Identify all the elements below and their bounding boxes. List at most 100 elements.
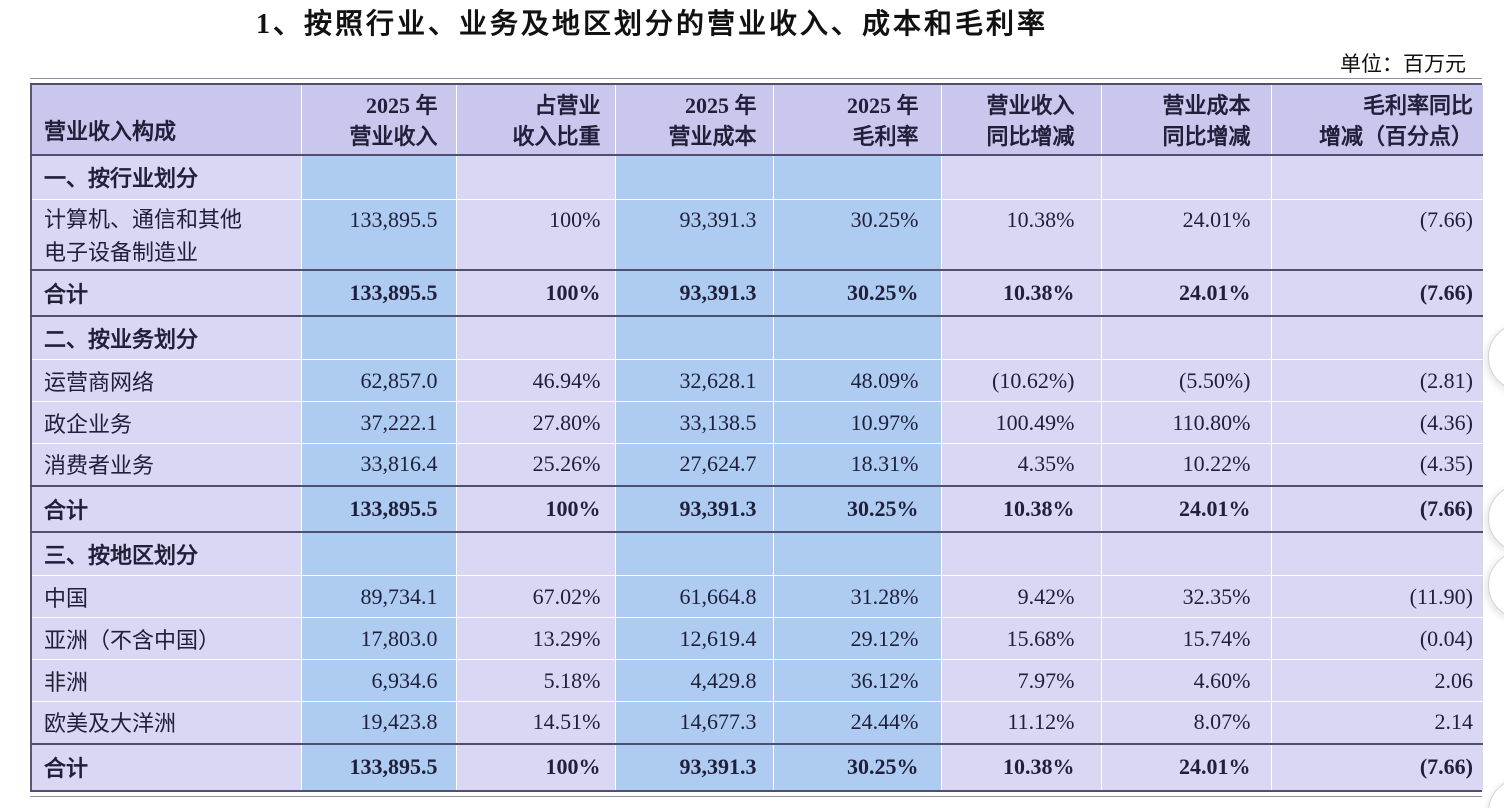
cell-revenue_2025 <box>300 154 456 199</box>
row-label: 消费者业务 <box>31 443 301 486</box>
cell-margin_2025: 30.25% <box>772 742 941 790</box>
section-row: 二、按业务划分 <box>31 314 1483 360</box>
cell-revenue_2025 <box>300 530 456 576</box>
cell-revenue_2025 <box>300 314 456 360</box>
unit-label: 单位：百万元 <box>1340 52 1466 76</box>
cell-margin_yoy: (7.66) <box>1270 198 1483 270</box>
cell-revenue_share: 5.18% <box>455 659 615 702</box>
cell-revenue_share: 100% <box>455 484 615 532</box>
row-label: 计算机、通信和其他 电子设备制造业 <box>31 198 301 270</box>
data-row: 政企业务 37,222.1 27.80% 33,138.5 10.97% 100.49% 1… <box>31 401 1483 444</box>
cell-revenue_2025: 133,895.5 <box>300 268 456 316</box>
cell-revenue_share: 67.02% <box>455 575 615 618</box>
cell-revenue_2025: 62,857.0 <box>300 359 456 402</box>
cell-cost_2025: 93,391.3 <box>614 484 773 532</box>
cell-revenue_share: 100% <box>455 268 615 316</box>
cell-revenue_yoy: 11.12% <box>940 701 1101 744</box>
cell-margin_2025: 10.97% <box>772 401 941 444</box>
row-label: 合计 <box>31 484 301 532</box>
cell-cost_yoy: (5.50%) <box>1100 359 1271 402</box>
section-row: 一、按行业划分 <box>31 154 1483 199</box>
col-header-cost-2025: 2025 年营业成本 <box>614 85 773 156</box>
cell-margin_2025: 36.12% <box>772 659 941 702</box>
cell-margin_yoy: (7.66) <box>1270 484 1483 532</box>
data-row: 非洲 6,934.6 5.18% 4,429.8 36.12% 7.97% 4.60% 2.0… <box>31 659 1483 702</box>
col-header-margin-2025: 2025 年毛利率 <box>772 85 941 156</box>
row-label: 非洲 <box>31 659 301 702</box>
section-row: 三、按地区划分 <box>31 530 1483 576</box>
cell-revenue_2025: 89,734.1 <box>300 575 456 618</box>
cell-revenue_yoy <box>940 314 1101 360</box>
cell-revenue_2025: 17,803.0 <box>300 617 456 660</box>
cell-revenue_2025: 33,816.4 <box>300 443 456 486</box>
cell-margin_yoy: (7.66) <box>1270 268 1483 316</box>
cell-revenue_yoy: 10.38% <box>940 268 1101 316</box>
cell-cost_yoy: 24.01% <box>1100 742 1271 790</box>
data-row: 运营商网络 62,857.0 46.94% 32,628.1 48.09% (10.62%… <box>31 359 1483 402</box>
header-row: 营业收入构成 2025 年营业收入 占营业 收入比重 2025 年营业成本 202… <box>31 85 1483 156</box>
bottom-outer-rule <box>30 795 1482 797</box>
col-header-revenue-2025: 2025 年营业收入 <box>300 85 456 156</box>
cell-cost_2025: 14,677.3 <box>614 701 773 744</box>
data-row: 中国 89,734.1 67.02% 61,664.8 31.28% 9.42% 32.35… <box>31 575 1483 618</box>
row-label: 合计 <box>31 268 301 316</box>
cell-margin_2025: 30.25% <box>772 484 941 532</box>
cell-cost_yoy: 4.60% <box>1100 659 1271 702</box>
cell-margin_2025: 30.25% <box>772 198 941 270</box>
cell-margin_2025: 48.09% <box>772 359 941 402</box>
col-header-margin-yoy: 毛利率同比 增减（百分点） <box>1270 85 1483 156</box>
cell-cost_yoy: 15.74% <box>1100 617 1271 660</box>
total-row: 合计 133,895.5 100% 93,391.3 30.25% 10.38% 24.01… <box>31 484 1483 532</box>
cell-revenue_share: 13.29% <box>455 617 615 660</box>
cell-revenue_yoy <box>940 530 1101 576</box>
cell-revenue_share: 14.51% <box>455 701 615 744</box>
cell-margin_yoy: (0.04) <box>1270 617 1483 660</box>
cell-margin_2025 <box>772 314 941 360</box>
total-row: 合计 133,895.5 100% 93,391.3 30.25% 10.38% 24.01… <box>31 742 1483 790</box>
top-outer-rule <box>30 78 1482 79</box>
cell-revenue_share <box>455 154 615 199</box>
cell-cost_yoy <box>1100 530 1271 576</box>
cell-cost_2025: 61,664.8 <box>614 575 773 618</box>
row-label: 合计 <box>31 742 301 790</box>
cell-cost_2025 <box>614 530 773 576</box>
row-label: 一、按行业划分 <box>31 154 301 199</box>
cell-margin_2025: 18.31% <box>772 443 941 486</box>
cell-cost_2025: 27,624.7 <box>614 443 773 486</box>
top-inner-rule <box>30 83 1482 85</box>
data-row: 欧美及大洋洲 19,423.8 14.51% 14,677.3 24.44% 11.12%… <box>31 701 1483 744</box>
cell-revenue_yoy: 15.68% <box>940 617 1101 660</box>
cell-revenue_yoy: 4.35% <box>940 443 1101 486</box>
cell-cost_yoy: 110.80% <box>1100 401 1271 444</box>
cell-revenue_yoy: 10.38% <box>940 742 1101 790</box>
revenue-breakdown-table: 营业收入构成 2025 年营业收入 占营业 收入比重 2025 年营业成本 202… <box>30 78 1483 797</box>
cell-margin_2025 <box>772 530 941 576</box>
cell-margin_yoy: (4.36) <box>1270 401 1483 444</box>
cell-revenue_share: 27.80% <box>455 401 615 444</box>
floating-circle-button[interactable] <box>1488 323 1504 391</box>
cell-cost_2025 <box>614 314 773 360</box>
cell-revenue_share <box>455 314 615 360</box>
floating-circle-button[interactable] <box>1488 778 1504 808</box>
cell-revenue_yoy: 9.42% <box>940 575 1101 618</box>
cell-cost_yoy: 32.35% <box>1100 575 1271 618</box>
cell-cost_2025: 93,391.3 <box>614 198 773 270</box>
data-row: 亚洲（不含中国） 17,803.0 13.29% 12,619.4 29.12% 15.6… <box>31 617 1483 660</box>
cell-margin_2025: 24.44% <box>772 701 941 744</box>
cell-revenue_share: 46.94% <box>455 359 615 402</box>
cell-margin_yoy: (11.90) <box>1270 575 1483 618</box>
cell-cost_yoy: 24.01% <box>1100 484 1271 532</box>
cell-cost_2025: 12,619.4 <box>614 617 773 660</box>
cell-revenue_yoy: 10.38% <box>940 198 1101 270</box>
row-label: 亚洲（不含中国） <box>31 617 301 660</box>
cell-cost_yoy <box>1100 154 1271 199</box>
col-header-cost-yoy: 营业成本 同比增减 <box>1100 85 1271 156</box>
cell-margin_yoy <box>1270 530 1483 576</box>
row-label: 三、按地区划分 <box>31 530 301 576</box>
cell-margin_2025 <box>772 154 941 199</box>
data-table: 营业收入构成 2025 年营业收入 占营业 收入比重 2025 年营业成本 202… <box>30 85 1483 790</box>
cell-revenue_yoy: 10.38% <box>940 484 1101 532</box>
floating-circle-button[interactable] <box>1488 484 1504 552</box>
floating-circle-button[interactable] <box>1488 551 1504 619</box>
